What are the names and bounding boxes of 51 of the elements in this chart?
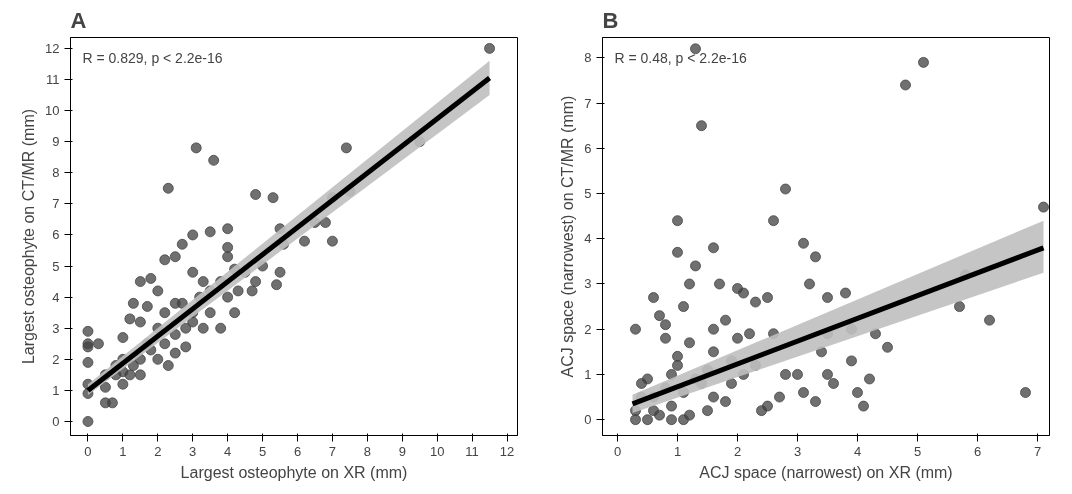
- x-tick-label: 3: [189, 443, 197, 459]
- x-tick-label: 11: [465, 443, 479, 459]
- x-tick-label: 0: [84, 443, 92, 459]
- x-tick-label: 4: [224, 443, 232, 459]
- y-tick-label: 1: [584, 366, 592, 382]
- y-tick-label: 4: [584, 231, 592, 247]
- y-axis-title: Largest osteophyte on CT/MR (mm): [20, 108, 38, 365]
- chart-title: B: [602, 7, 619, 33]
- x-tick-label: 5: [258, 443, 267, 459]
- annotation: R = 0.48, p < 2.2e-16: [614, 49, 748, 66]
- y-tick-label: 0: [52, 414, 60, 430]
- y-tick-label: 12: [45, 40, 60, 56]
- x-tick-label: 3: [793, 443, 802, 459]
- y-tick-label: 1: [52, 382, 60, 398]
- y-tick-label: 6: [52, 227, 60, 243]
- x-tick-label: 1: [119, 443, 127, 459]
- y-tick-label: 8: [52, 165, 60, 181]
- x-tick-label: 2: [733, 443, 742, 459]
- y-tick-label: 8: [584, 50, 592, 66]
- x-tick-label: 5: [913, 443, 922, 459]
- x-tick-label: 6: [293, 443, 302, 459]
- y-tick-label: 5: [584, 186, 592, 202]
- annotation: R = 0.829, p < 2.2e-16: [82, 49, 223, 66]
- y-tick-label: 7: [584, 95, 592, 111]
- x-tick-label: 4: [853, 443, 862, 459]
- y-tick-label: 5: [52, 258, 60, 274]
- y-tick-label: 3: [584, 276, 592, 292]
- y-tick-label: 0: [584, 412, 592, 428]
- y-tick-label: 9: [52, 134, 60, 150]
- x-tick-label: 10: [429, 443, 445, 459]
- x-tick-label: 8: [363, 443, 371, 459]
- x-tick-label: 7: [328, 443, 337, 459]
- y-tick-label: 6: [584, 140, 592, 156]
- x-tick-label: 7: [1033, 443, 1042, 459]
- y-axis-title: ACJ space (narrowest) on CT/MR (mm): [559, 95, 577, 378]
- x-axis-title: ACJ space (narrowest) on XR (mm): [699, 463, 953, 481]
- y-tick-label: 10: [45, 103, 60, 119]
- chart-title: A: [70, 7, 87, 33]
- y-tick-label: 3: [52, 320, 60, 336]
- x-tick-label: 12: [499, 443, 515, 459]
- x-tick-label: 1: [673, 443, 682, 459]
- x-axis-title: Largest osteophyte on XR (mm): [180, 463, 408, 481]
- y-tick-label: 2: [52, 351, 60, 367]
- x-tick-label: 9: [398, 443, 406, 459]
- y-tick-label: 11: [46, 71, 60, 87]
- x-tick-label: 6: [973, 443, 982, 459]
- x-tick-label: 0: [613, 443, 622, 459]
- y-tick-label: 4: [52, 289, 60, 305]
- y-tick-label: 7: [52, 196, 60, 212]
- x-tick-label: 2: [154, 443, 162, 459]
- y-tick-label: 2: [584, 321, 592, 337]
